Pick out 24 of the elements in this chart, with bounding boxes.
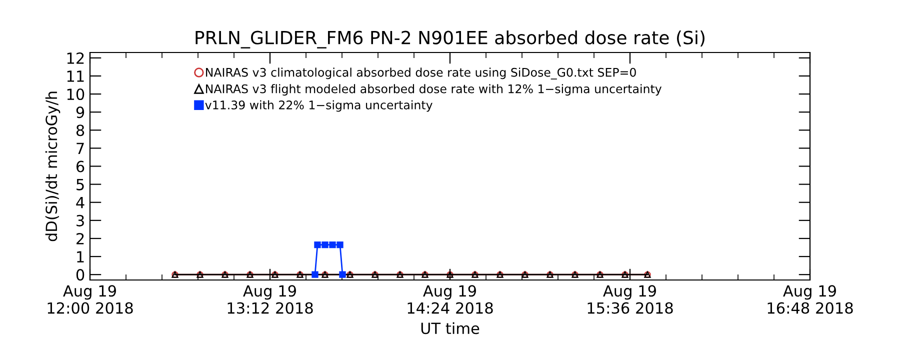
y-axis-title: dD(Si)/dt microGy/h <box>45 92 60 242</box>
y-tick-label: 8 <box>76 124 84 136</box>
y-tick-label: 1 <box>77 251 84 262</box>
legend-label: NAIRAS v3 climatological absorbed dose rate using SiDose_G0.txt SEP=0 <box>206 68 636 80</box>
x-tick-label: Aug 19 16:48 2018 <box>768 285 853 314</box>
x-axis-title: UT time <box>421 322 480 334</box>
legend-label: v11.39 with 22% 1−sigma uncertainty <box>205 100 432 112</box>
x-tick-label: Aug 19 13:12 2018 <box>228 285 313 314</box>
y-tick-label: 6 <box>76 160 84 172</box>
y-tick-label: 5 <box>76 178 84 190</box>
y-tick-label: 10 <box>67 88 84 100</box>
x-tick-label: Aug 19 12:00 2018 <box>48 285 133 314</box>
y-tick-label: 2 <box>76 232 84 244</box>
x-tick-label: Aug 19 14:24 2018 <box>408 285 493 314</box>
y-tick-label: 7 <box>76 142 84 154</box>
y-tick-label: 11 <box>67 70 84 82</box>
x-tick-label: Aug 19 15:36 2018 <box>588 285 673 314</box>
y-tick-label: 9 <box>76 106 84 118</box>
y-tick-label: 4 <box>76 197 84 208</box>
y-tick-label: 0 <box>76 269 84 281</box>
y-tick-label: 3 <box>76 214 84 226</box>
y-tick-label: 12 <box>67 52 84 64</box>
chart-title: PRLN_GLIDER_FM6 PN-2 N901EE absorbed dose rate (Si) <box>196 30 704 48</box>
legend-label: NAIRAS v3 flight modeled absorbed dose rate with 12% 1−sigma uncertainty <box>206 84 662 96</box>
